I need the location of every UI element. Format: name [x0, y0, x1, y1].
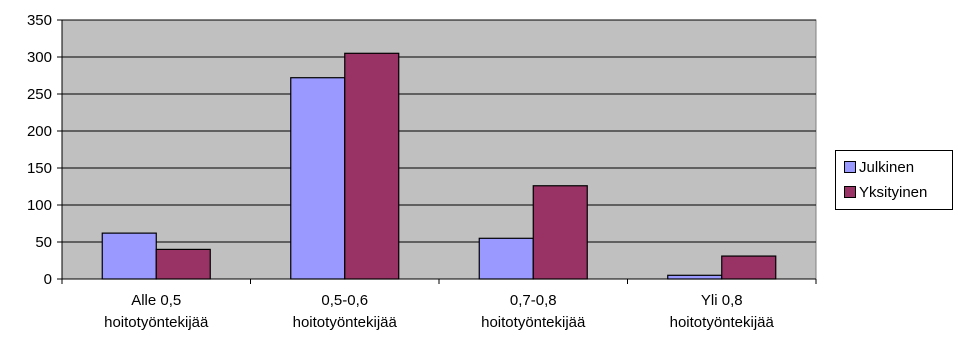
legend-swatch-yksityinen [844, 186, 856, 199]
x-tick-label: hoitotyöntekijää [293, 314, 398, 331]
y-tick-labels: 0 50 100 150 200 250 300 350 [27, 12, 62, 288]
x-tick-label: Yli 0,8 [701, 292, 743, 309]
x-tick-label: 0,5-0,6 [321, 292, 368, 309]
x-tick-label: 0,7-0,8 [510, 292, 557, 309]
bar-julkinen-1 [290, 77, 346, 280]
x-tick-label: hoitotyöntekijää [670, 314, 775, 331]
legend-item-julkinen: Julkinen [844, 159, 914, 176]
y-tick-label: 150 [27, 160, 52, 177]
x-tick-label: hoitotyöntekijää [481, 314, 586, 331]
bar-julkinen-0 [101, 232, 157, 280]
y-tick-label: 300 [27, 49, 52, 66]
y-tick-label: 0 [44, 271, 52, 288]
x-tick-label: Alle 0,5 [131, 292, 181, 309]
bar-yksityinen-3 [721, 255, 777, 280]
legend-label-julkinen: Julkinen [859, 159, 915, 176]
bar-yksityinen-2 [532, 185, 588, 280]
legend-swatch-julkinen [844, 161, 856, 174]
y-tick-label: 350 [27, 12, 52, 29]
y-tick-label: 100 [27, 197, 52, 214]
legend: Julkinen Yksityinen [835, 150, 953, 210]
bars [101, 52, 777, 280]
bar-yksityinen-0 [155, 248, 211, 280]
x-tick-label: hoitotyöntekijää [104, 314, 209, 331]
y-tick-label: 250 [27, 86, 52, 103]
bar-julkinen-3 [667, 274, 723, 280]
bar-julkinen-2 [478, 237, 534, 280]
gridlines [62, 19, 816, 243]
y-tick-label: 50 [35, 234, 52, 251]
legend-label-yksityinen: Yksityinen [859, 184, 928, 201]
plot-area [61, 19, 817, 280]
y-tick-label: 200 [27, 123, 52, 140]
legend-item-yksityinen: Yksityinen [844, 184, 927, 201]
bar-yksityinen-1 [344, 52, 400, 280]
x-tick-labels: Alle 0,5 hoitotyöntekijää 0,5-0,6 hoitotyön… [61, 279, 817, 331]
